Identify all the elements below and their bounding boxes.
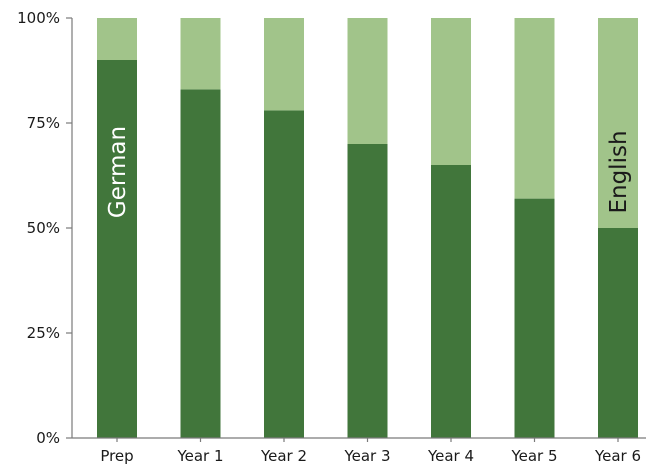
- series-label-english: English: [606, 130, 632, 213]
- bar-segment-english-year-4: [431, 18, 471, 165]
- bar-segment-german-year-4: [431, 165, 471, 438]
- bar-segment-english-year-1: [180, 18, 221, 90]
- bar-segment-german-year-1: [180, 89, 221, 439]
- x-tick-label: Year 2: [260, 447, 307, 465]
- bar-segment-german-prep: [97, 60, 137, 438]
- bar-segment-german-year-5: [514, 198, 555, 438]
- bar-segment-english-year-6: [598, 18, 638, 228]
- x-tick-label: Year 3: [343, 447, 390, 465]
- y-tick-label: 75%: [27, 114, 60, 132]
- x-tick-label: Year 5: [510, 447, 557, 465]
- bar-segment-english-year-2: [264, 18, 304, 111]
- bars: [97, 18, 638, 439]
- x-tick-label: Year 4: [427, 447, 474, 465]
- x-tick-label: Year 6: [594, 447, 641, 465]
- bar-segment-english-year-3: [347, 18, 388, 144]
- series-labels: German English: [105, 126, 632, 218]
- series-label-german: German: [105, 126, 131, 218]
- y-axis: 0% 25% 50% 75% 100%: [17, 9, 73, 447]
- bar-segment-german-year-6: [598, 228, 638, 438]
- y-tick-label: 0%: [36, 429, 60, 447]
- y-tick-label: 100%: [17, 9, 60, 27]
- x-tick-label: Year 1: [176, 447, 223, 465]
- x-axis: Prep Year 1 Year 2 Year 3 Year 4 Year 5 Year 6: [72, 437, 646, 465]
- x-tick-label: Prep: [100, 447, 133, 465]
- bar-segment-german-year-2: [264, 110, 304, 439]
- bar-segment-english-year-5: [514, 18, 555, 199]
- bar-segment-german-year-3: [347, 144, 388, 438]
- y-tick-label: 25%: [27, 324, 60, 342]
- bar-segment-english-prep: [97, 18, 137, 60]
- y-tick-label: 50%: [27, 219, 60, 237]
